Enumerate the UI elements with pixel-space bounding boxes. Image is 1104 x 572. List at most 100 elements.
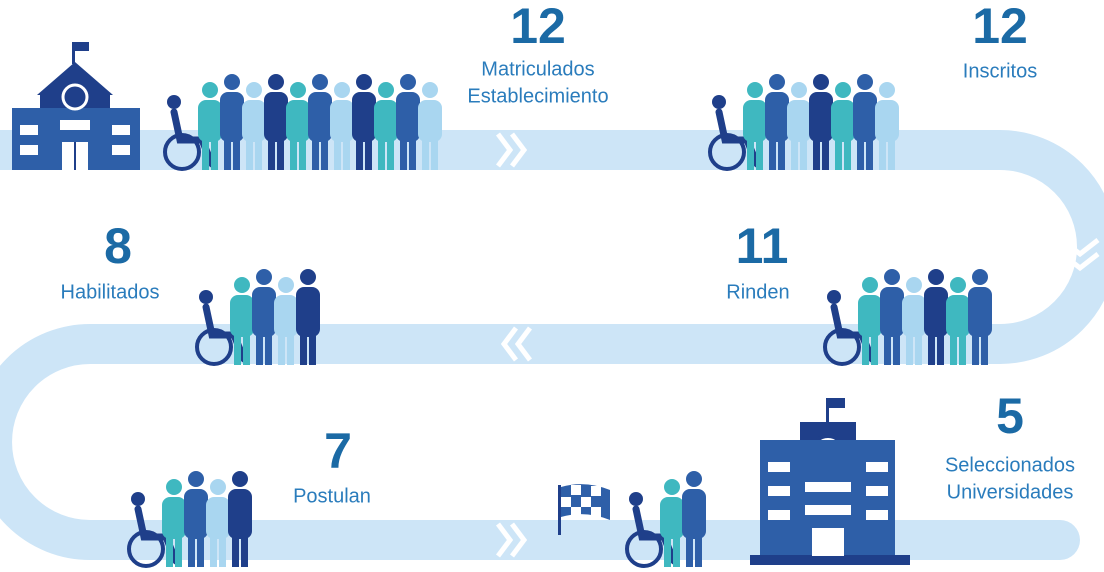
people-group (625, 471, 706, 568)
icon (232, 537, 239, 567)
icon (166, 537, 173, 567)
icon (220, 92, 244, 142)
icon (278, 277, 294, 293)
icon (167, 95, 181, 109)
icon (131, 492, 145, 506)
icon (300, 269, 316, 285)
icon (224, 74, 240, 90)
icon (972, 269, 988, 285)
icon (198, 100, 222, 142)
icon (827, 290, 841, 304)
icon (695, 537, 702, 567)
icon (769, 140, 776, 170)
icon (290, 82, 306, 98)
icon (858, 295, 882, 337)
chevrons (38, 132, 1100, 558)
finish-flag (558, 484, 610, 535)
icon (686, 537, 693, 567)
icon (241, 537, 248, 567)
icon (202, 82, 218, 98)
icon (686, 471, 702, 487)
icon (268, 74, 284, 90)
icon (219, 537, 226, 567)
icon (682, 489, 706, 539)
icon (246, 140, 253, 170)
icon (210, 537, 217, 567)
icon (206, 497, 230, 539)
icon (791, 140, 798, 170)
icon (352, 92, 376, 142)
icon (343, 140, 350, 170)
icon (230, 295, 254, 337)
icon (862, 277, 878, 293)
icon (321, 140, 328, 170)
icon (747, 82, 763, 98)
stage-label: Matriculados (481, 58, 594, 80)
icon (184, 489, 208, 539)
icon (287, 335, 294, 365)
icon (809, 92, 833, 142)
icon (278, 335, 285, 365)
icon (765, 92, 789, 142)
icon (787, 100, 811, 142)
icon (234, 335, 241, 365)
icon (946, 295, 970, 337)
icon (884, 269, 900, 285)
icon (188, 471, 204, 487)
icon (387, 140, 394, 170)
stage-value: 12 (972, 0, 1028, 54)
icon (972, 335, 979, 365)
icon (199, 290, 213, 304)
icon (813, 140, 820, 170)
icon (800, 140, 807, 170)
icon (242, 100, 266, 142)
icon (400, 74, 416, 90)
icon (660, 497, 684, 539)
icon (879, 82, 895, 98)
icon (274, 295, 298, 337)
icon (712, 95, 726, 109)
icon (175, 537, 182, 567)
icon (928, 335, 935, 365)
icon (330, 100, 354, 142)
icon (902, 295, 926, 337)
people-group (195, 269, 320, 366)
icon (968, 287, 992, 337)
icon (937, 335, 944, 365)
icon (893, 335, 900, 365)
icon (664, 537, 671, 567)
icon (211, 140, 218, 170)
icon (747, 140, 754, 170)
icon (264, 92, 288, 142)
icon (296, 287, 320, 337)
icon (866, 140, 873, 170)
icon (857, 74, 873, 90)
icon (400, 140, 407, 170)
icon (197, 537, 204, 567)
icon (309, 335, 316, 365)
icon (880, 287, 904, 337)
icon (224, 140, 231, 170)
stage-label: Inscritos (963, 60, 1037, 82)
icon (791, 82, 807, 98)
stage-label: Seleccionados (945, 454, 1075, 476)
stage-label: Habilitados (61, 281, 160, 303)
icon (312, 140, 319, 170)
icon (374, 100, 398, 142)
icon (378, 82, 394, 98)
icon (673, 537, 680, 567)
icon (334, 82, 350, 98)
icon (822, 140, 829, 170)
icon (396, 92, 420, 142)
icon (255, 140, 262, 170)
people-group (823, 269, 992, 366)
icon (879, 140, 886, 170)
icon (915, 335, 922, 365)
icon (906, 335, 913, 365)
stage-value: 11 (736, 218, 789, 274)
icon (862, 335, 869, 365)
icon (950, 335, 957, 365)
icon (286, 100, 310, 142)
icon (334, 140, 341, 170)
